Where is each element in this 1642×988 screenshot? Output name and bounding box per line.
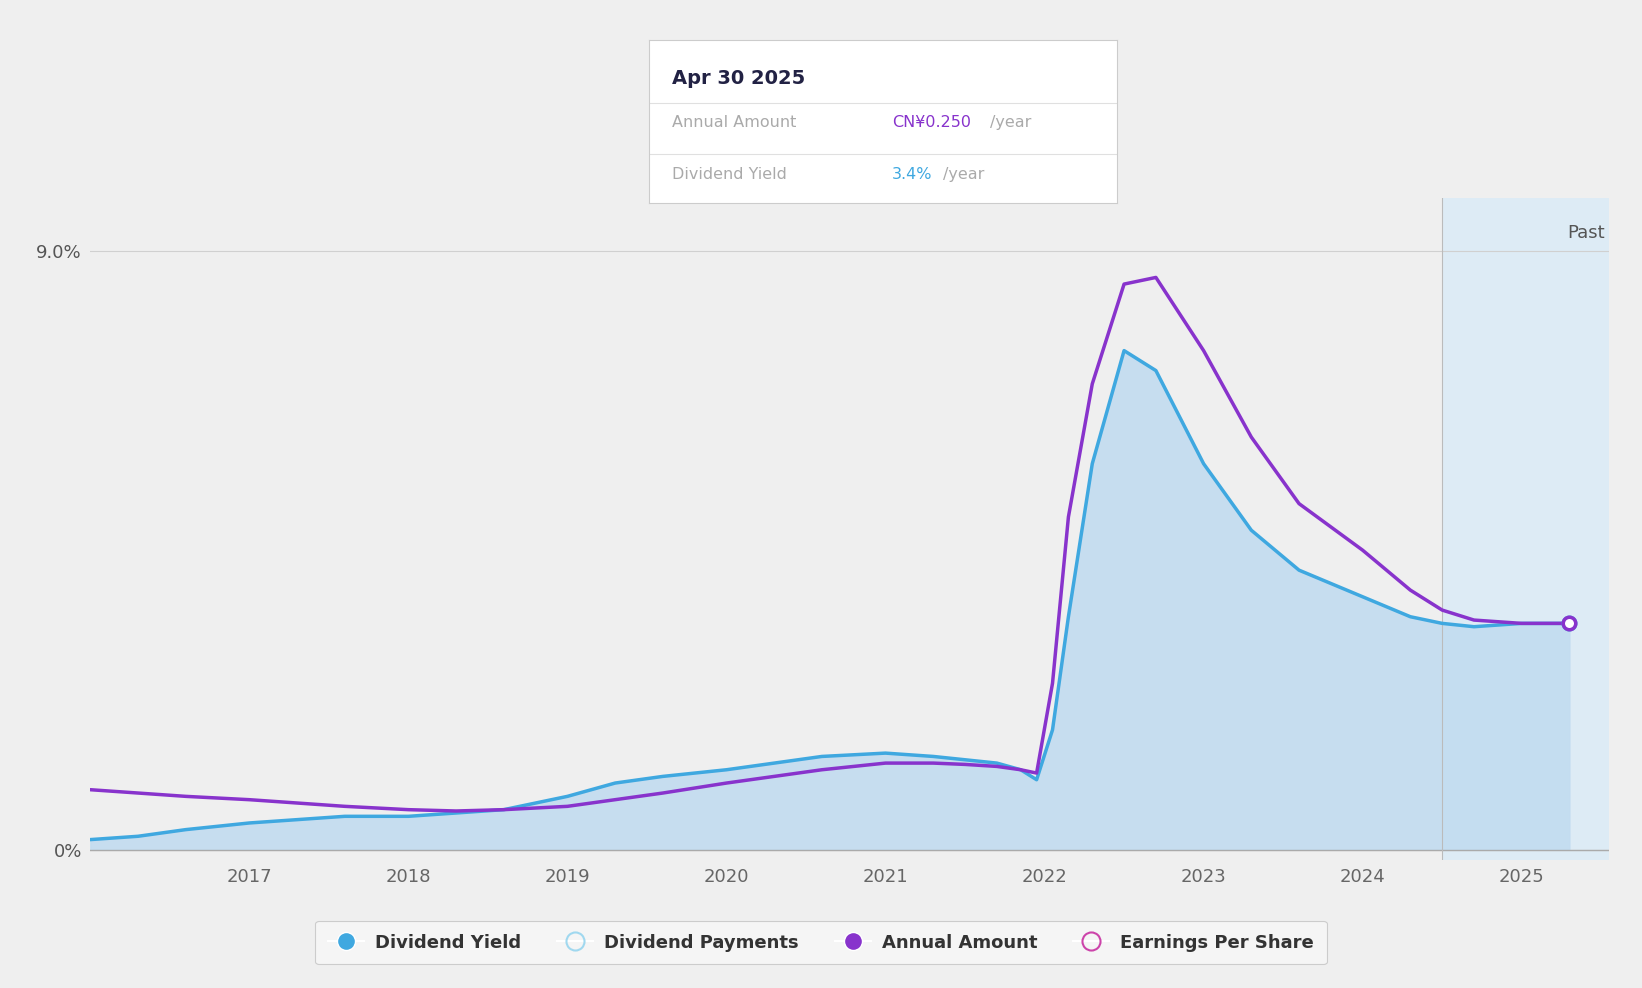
Text: CN¥0.250: CN¥0.250 xyxy=(892,115,970,129)
Text: Annual Amount: Annual Amount xyxy=(672,115,796,129)
Bar xyxy=(1442,198,1609,860)
Text: Dividend Yield: Dividend Yield xyxy=(672,167,787,182)
Text: Past: Past xyxy=(1566,224,1604,242)
Text: Apr 30 2025: Apr 30 2025 xyxy=(672,69,805,88)
Text: /year: /year xyxy=(990,115,1031,129)
Legend: Dividend Yield, Dividend Payments, Annual Amount, Earnings Per Share: Dividend Yield, Dividend Payments, Annua… xyxy=(315,921,1327,964)
Text: /year: /year xyxy=(944,167,985,182)
Text: 3.4%: 3.4% xyxy=(892,167,933,182)
